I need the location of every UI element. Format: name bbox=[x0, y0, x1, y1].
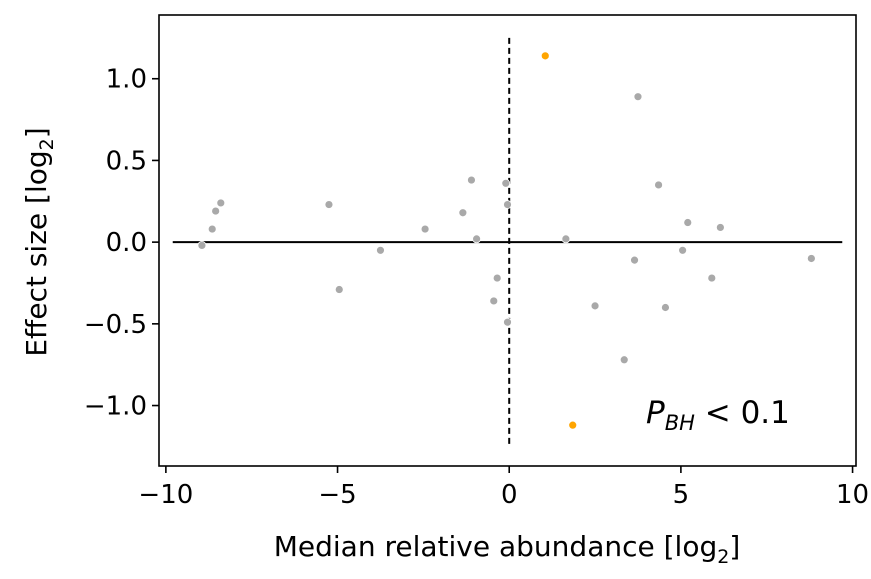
data-point bbox=[211, 206, 221, 216]
x-tick-label: 5 bbox=[673, 480, 690, 510]
data-point bbox=[207, 224, 217, 234]
y-tick-label: 0.5 bbox=[106, 146, 147, 176]
significant-point bbox=[540, 51, 550, 61]
data-point bbox=[590, 301, 600, 311]
data-point bbox=[458, 208, 468, 218]
data-point bbox=[683, 218, 693, 227]
data-point bbox=[376, 245, 385, 255]
x-axis-label-subscript: 2 bbox=[717, 546, 729, 568]
x-tick-label: −10 bbox=[138, 480, 193, 510]
data-point bbox=[503, 317, 512, 327]
annotation-p: P bbox=[646, 395, 665, 431]
significant-point bbox=[568, 420, 578, 430]
data-point bbox=[715, 223, 725, 232]
y-tick-label: −0.5 bbox=[84, 310, 147, 340]
y-axis-label-subscript: 2 bbox=[36, 138, 58, 150]
data-point bbox=[334, 285, 344, 294]
data-point bbox=[492, 273, 502, 283]
y-axis-label-text: Effect size [log bbox=[20, 150, 53, 356]
data-point bbox=[633, 92, 643, 102]
data-point bbox=[561, 234, 571, 244]
x-tick-label: 0 bbox=[501, 480, 518, 510]
x-axis-label-end: ] bbox=[729, 530, 740, 563]
annotation-threshold: < 0.1 bbox=[695, 395, 790, 431]
data-point bbox=[707, 273, 717, 283]
x-tick-label: −5 bbox=[318, 480, 356, 510]
y-tick-label: −1.0 bbox=[84, 392, 147, 422]
y-tick-label: 1.0 bbox=[106, 65, 147, 95]
data-point bbox=[324, 200, 334, 209]
data-point bbox=[489, 296, 499, 306]
plot-frame bbox=[158, 14, 857, 467]
x-tick-label: 10 bbox=[836, 480, 869, 510]
data-point bbox=[630, 255, 639, 265]
significance-annotation: PBH < 0.1 bbox=[646, 395, 790, 435]
data-point bbox=[661, 303, 670, 312]
data-point bbox=[472, 234, 481, 244]
y-tick-label: 0.0 bbox=[106, 228, 147, 258]
data-point bbox=[501, 178, 511, 188]
x-axis-label-text: Median relative abundance [log bbox=[274, 530, 718, 563]
data-point bbox=[503, 200, 512, 209]
y-axis-label-end: ] bbox=[20, 127, 53, 138]
data-point bbox=[806, 254, 816, 263]
data-point bbox=[420, 224, 430, 234]
data-point bbox=[216, 198, 226, 208]
data-point bbox=[467, 175, 476, 185]
data-point bbox=[654, 180, 663, 190]
x-axis-label: Median relative abundance [log2] bbox=[274, 530, 741, 568]
data-point bbox=[197, 241, 207, 250]
annotation-subscript: BH bbox=[665, 411, 695, 435]
data-point bbox=[678, 245, 688, 255]
y-axis-label: Effect size [log2] bbox=[20, 127, 58, 356]
data-point bbox=[619, 355, 629, 365]
